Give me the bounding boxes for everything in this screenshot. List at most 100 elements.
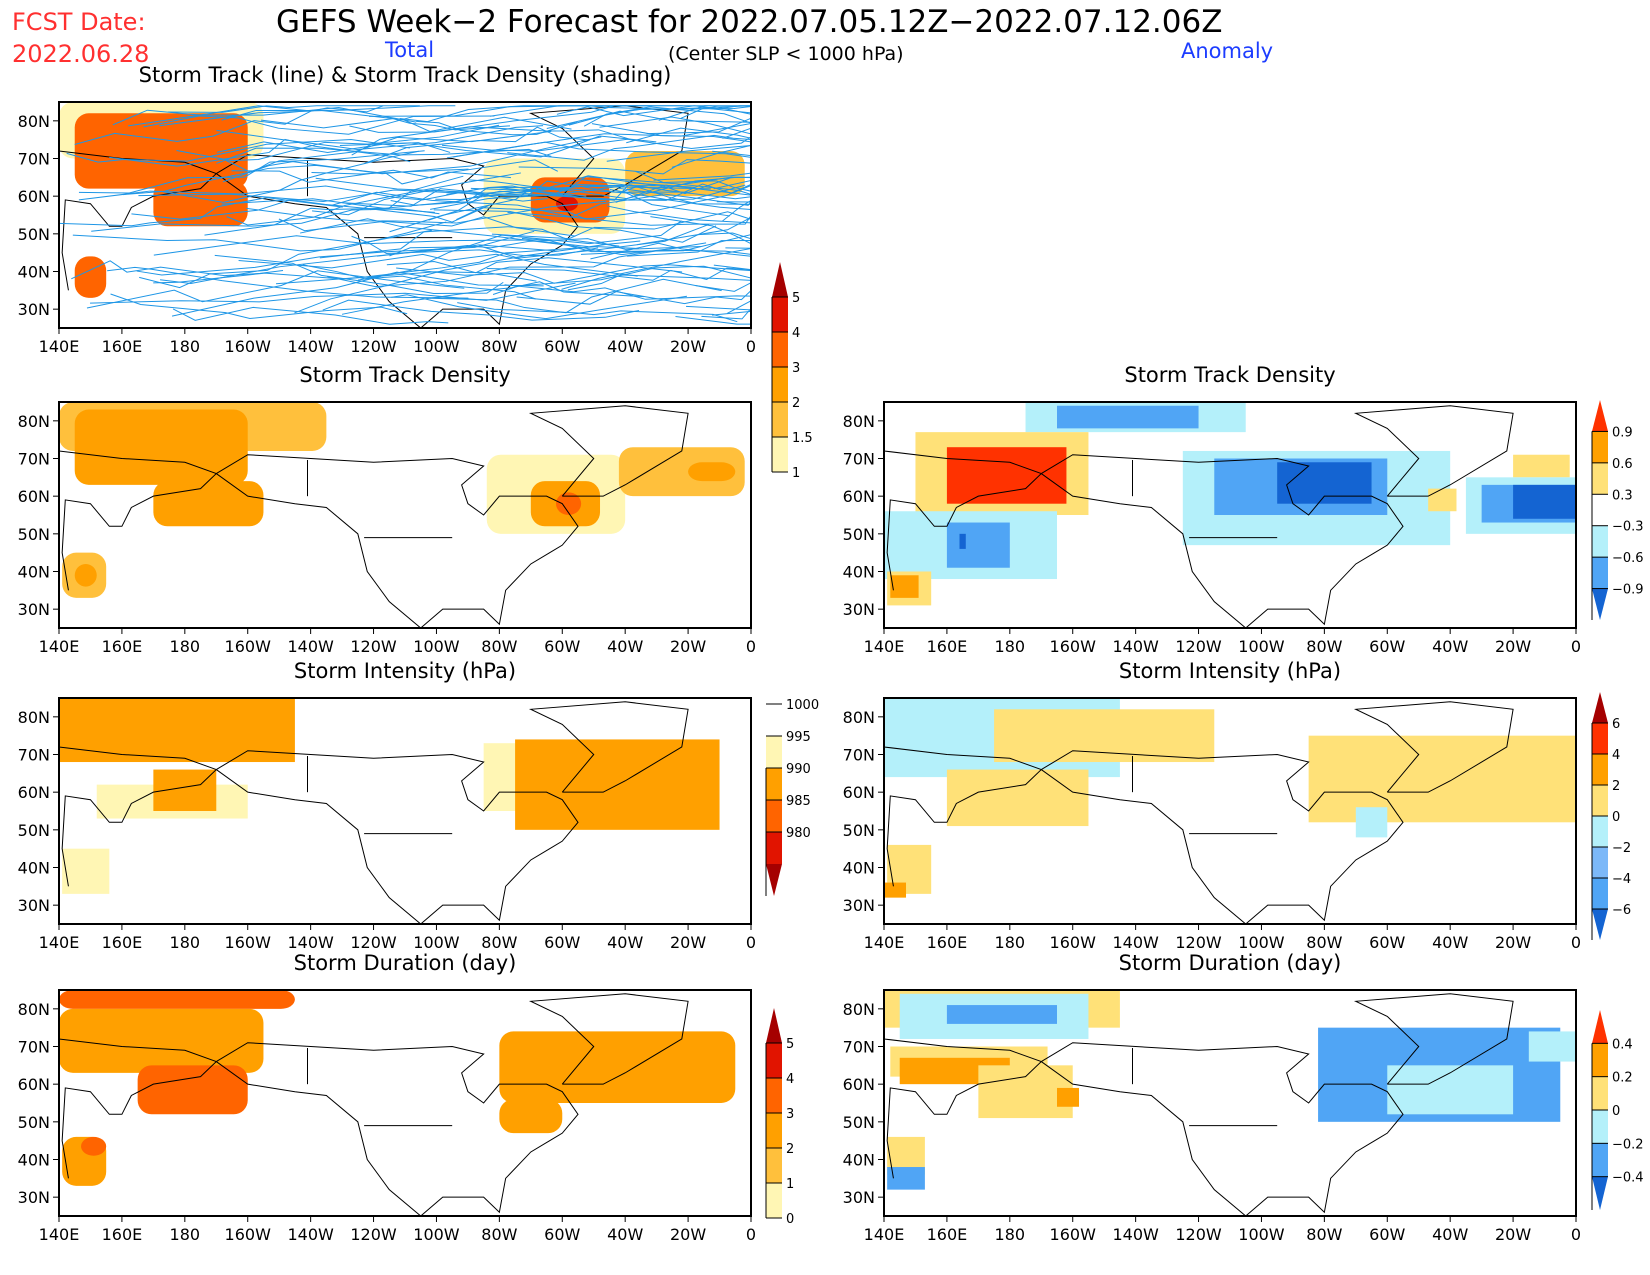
lon-tick-label: 20W <box>670 637 706 656</box>
lon-tick-label: 160W <box>1050 1225 1097 1244</box>
colorbar-extend-max <box>772 262 788 297</box>
shaded-region <box>959 533 966 549</box>
colorbar-label: 0.3 <box>1612 488 1633 503</box>
storm-track-line <box>327 242 707 288</box>
lon-tick-label: 60W <box>1369 933 1405 952</box>
colorbar-segment <box>1592 1043 1608 1077</box>
colorbar-extend-max <box>766 1008 782 1043</box>
colorbar-label: 0.4 <box>1612 1037 1633 1052</box>
storm-track-line <box>671 144 751 168</box>
lat-tick-label: 70N <box>843 450 875 469</box>
colorbar-segment <box>1592 847 1608 878</box>
lon-tick-label: 100W <box>1238 1225 1285 1244</box>
colorbar-segment <box>1592 785 1608 816</box>
storm-track-line <box>637 216 751 246</box>
shaded-region <box>946 769 1089 827</box>
storm-track-line <box>339 135 657 158</box>
lat-tick-label: 40N <box>18 859 50 878</box>
panel-anomaly-duration: Storm Duration (day) 140E 160E 180 160W 140W 1… <box>843 951 1581 1244</box>
storm-track-line <box>78 185 479 201</box>
lat-tick-label: 30N <box>18 300 50 319</box>
lon-tick-label: 120W <box>350 337 397 356</box>
colorbar-label: 1.5 <box>792 431 813 446</box>
colorbar-label: 1 <box>792 466 800 481</box>
storm-track-line <box>457 302 738 323</box>
shaded-region <box>618 447 745 497</box>
lon-tick-label: 80W <box>481 637 517 656</box>
shaded-region <box>74 563 97 587</box>
storm-track-line <box>159 105 384 127</box>
colorbar-label: −0.6 <box>1612 551 1644 566</box>
coastline-north-america <box>1040 1042 1404 1216</box>
colorbar-segment <box>772 332 788 367</box>
panel-title: Storm Track Density <box>1124 363 1335 387</box>
colorbar-anomaly-intensity: −6 −4 −2 0 2 4 6 <box>1591 692 1631 940</box>
storm-track-line <box>507 211 751 226</box>
lat-tick-label: 50N <box>18 525 50 544</box>
lon-tick-label: 180 <box>170 933 201 952</box>
colorbar-segment <box>766 1043 782 1078</box>
coastline-greenland <box>1353 993 1514 1085</box>
lat-tick-label: 30N <box>18 1188 50 1207</box>
total-column-label: Total <box>384 38 434 62</box>
lat-tick-label: 80N <box>18 412 50 431</box>
colorbar-segment <box>1592 557 1608 589</box>
storm-track-line <box>697 232 751 240</box>
colorbar-label: −6 <box>1612 903 1631 918</box>
colorbar-segment <box>772 402 788 437</box>
storm-track-line <box>302 264 536 300</box>
anomaly-column-label: Anomaly <box>1181 39 1273 63</box>
lon-tick-label: 140E <box>39 337 80 356</box>
colorbar-label: 0.2 <box>1612 1071 1633 1086</box>
shaded-region <box>884 882 907 898</box>
storm-track-line <box>441 136 751 152</box>
storm-track-line <box>391 294 688 320</box>
colorbar-extend-min <box>1592 1176 1608 1210</box>
storm-track-line <box>231 169 512 183</box>
colorbar-label: −2 <box>1612 841 1631 856</box>
storm-track-line <box>91 208 440 232</box>
colorbar-extend-max <box>1592 400 1608 432</box>
lon-tick-label: 20W <box>670 1225 706 1244</box>
lon-tick-label: 20W <box>1495 637 1531 656</box>
lon-tick-label: 160E <box>102 637 143 656</box>
shaded-region <box>946 1005 1057 1024</box>
panel-anomaly-intensity: Storm Intensity (hPa) 140E 160E 180 160W 140W… <box>843 659 1581 952</box>
colorbar-label: 3 <box>786 1107 794 1122</box>
colorbar-label: 5 <box>786 1037 794 1052</box>
storm-track-line <box>351 126 633 156</box>
panel-total-duration: Storm Duration (day) 140E 160E 180 160W 140W 1… <box>18 951 756 1244</box>
shaded-region <box>555 196 578 212</box>
fcst-date-value: 2022.06.28 <box>12 40 149 68</box>
colorbar-segment <box>772 437 788 472</box>
lat-tick-label: 40N <box>18 1151 50 1170</box>
storm-track-line <box>695 281 751 292</box>
shaded-region <box>153 481 264 527</box>
panel-frame <box>883 401 1577 629</box>
storm-track-line <box>221 199 490 223</box>
storm-track-line <box>153 235 589 256</box>
lat-tick-label: 30N <box>843 1188 875 1207</box>
lat-tick-label: 70N <box>18 746 50 765</box>
storm-track-line <box>216 125 544 151</box>
colorbar-label: −0.2 <box>1612 1137 1644 1152</box>
lon-tick-label: 140W <box>1112 637 1159 656</box>
lat-tick-label: 50N <box>18 1113 50 1132</box>
lon-tick-label: 0 <box>1571 637 1581 656</box>
lon-tick-label: 180 <box>170 337 201 356</box>
storm-track-line <box>567 274 751 291</box>
colorbar-segment <box>766 1078 782 1113</box>
storm-track-line <box>300 218 684 256</box>
shaded-region <box>1314 750 1356 785</box>
storm-track-line <box>160 244 560 284</box>
colorbar-label: −0.4 <box>1612 1171 1644 1186</box>
shaded-region <box>499 1099 563 1134</box>
storm-track-line <box>433 209 717 243</box>
coastline-greenland <box>1353 701 1514 793</box>
lon-tick-label: 160E <box>102 337 143 356</box>
map-area <box>884 990 1576 1216</box>
storm-track-line <box>319 226 620 259</box>
colorbar-segment <box>1592 878 1608 909</box>
storm-track-line <box>620 185 751 200</box>
coastline-north-america <box>1040 454 1404 628</box>
